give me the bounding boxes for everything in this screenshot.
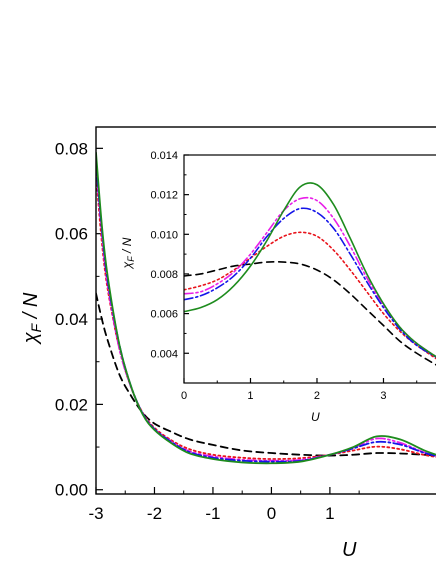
inset-series-line-dashed: [184, 261, 436, 366]
inset-series-line-dashdot: [184, 207, 436, 358]
inset-chart: 0 1 2 3 0.004 0.006 0.008 0.010 0.012 0.014 U χF …: [120, 150, 436, 424]
main-series-line-dashdotdot: [96, 164, 436, 462]
main-x-tick-label: -1: [205, 504, 220, 523]
main-chart: -3 -2 -1 0 10.000.020.040.060.08 U χF / N: [20, 126, 436, 561]
main-y-tick-label: 0.08: [55, 139, 88, 158]
main-y-axis-rest: / N: [20, 292, 42, 324]
inset-y-axis-label: χF / N: [120, 237, 136, 269]
inset-y-tick-label: 0.006: [150, 309, 178, 321]
main-tick-labels: -3 -2 -1 0 1 0.00 0.02 0.04 0.06 0.08: [55, 139, 335, 523]
inset-x-tick-label: 1: [247, 390, 253, 402]
main-series-line-solid: [96, 151, 436, 465]
inset-y-tick-label: 0.012: [150, 190, 178, 202]
inset-y-tick-label: 0.014: [150, 150, 178, 162]
inset-x-tick-label: 3: [380, 390, 386, 402]
main-y-axis-subscript: F: [28, 322, 44, 332]
inset-series-line-dotted: [184, 231, 436, 360]
inset-plot-frame: [183, 154, 436, 384]
inset-y-axis-rest: / N: [120, 237, 134, 256]
main-y-tick-label: 0.06: [55, 225, 88, 244]
inset-background: [184, 155, 436, 383]
inset-series-line-solid: [184, 182, 436, 358]
main-x-axis-label: U: [342, 539, 357, 561]
inset-y-tick-label: 0.010: [150, 229, 178, 241]
main-y-tick-label: 0.02: [55, 395, 88, 414]
main-x-tick-label: -2: [147, 504, 162, 523]
inset-x-tick-label: 0: [181, 390, 187, 402]
main-x-tick-label: 1: [325, 504, 334, 523]
inset-y-axis-symbol: χ: [120, 261, 134, 269]
inset-tick-labels: 0 1 2 3 0.004 0.006 0.008 0.010 0.012 0.014: [150, 150, 386, 402]
inset-y-tick-label: 0.004: [150, 348, 178, 360]
main-x-tick-label: -3: [88, 504, 103, 523]
main-y-axis-symbol: χ: [20, 331, 42, 345]
main-series-line-dashdot: [96, 160, 436, 463]
main-y-tick-label: 0.04: [55, 310, 88, 329]
main-series-line-dashed: [96, 292, 436, 457]
main-series-lines: [96, 151, 436, 465]
main-y-tick-label: 0.00: [55, 481, 88, 500]
inset-series-lines: [184, 182, 436, 366]
inset-x-tick-label: 2: [314, 390, 320, 402]
inset-y-tick-label: 0.008: [150, 269, 178, 281]
main-x-tick-label: 0: [267, 504, 276, 523]
main-plot-frame: [95, 126, 436, 495]
main-y-axis-label: χF / N: [20, 292, 44, 345]
inset-y-axis-subscript: F: [126, 256, 136, 262]
inset-x-axis-label: U: [311, 410, 320, 424]
